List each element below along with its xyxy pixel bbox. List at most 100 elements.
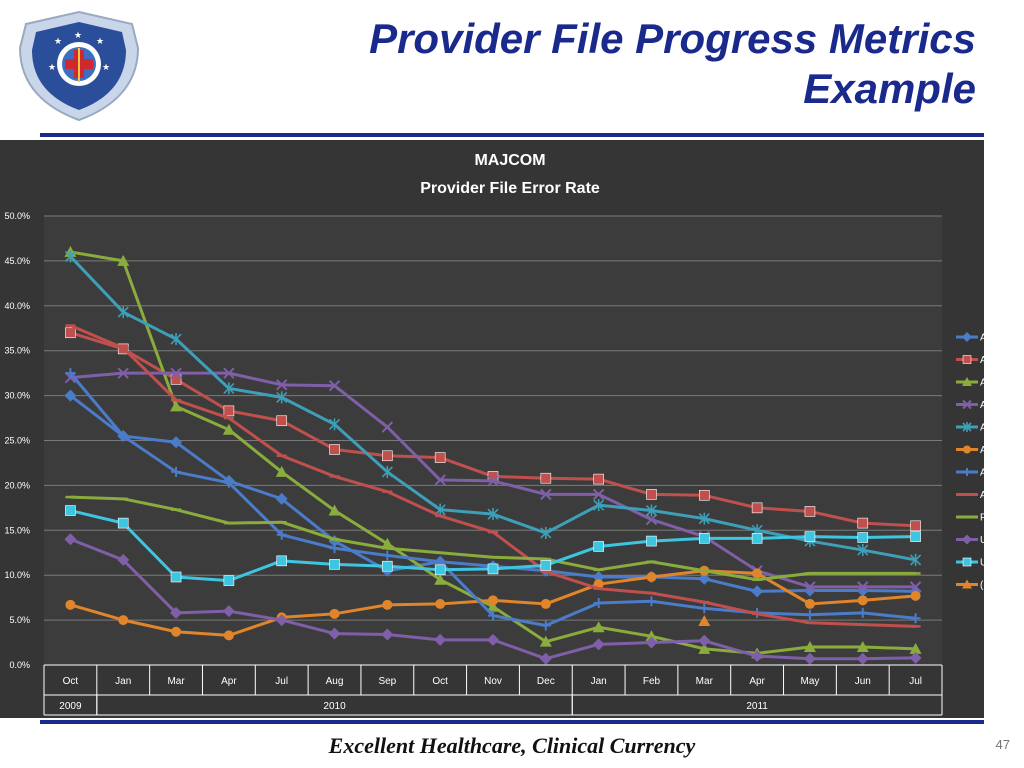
data-point xyxy=(593,473,604,485)
data-point xyxy=(64,533,77,546)
data-point xyxy=(170,436,183,449)
y-tick-label: 15.0% xyxy=(4,525,30,535)
data-point xyxy=(962,557,972,567)
data-point xyxy=(857,517,869,529)
bottom-divider xyxy=(40,720,984,724)
data-point xyxy=(275,492,288,505)
x-tick-label: Jan xyxy=(591,676,607,687)
data-point xyxy=(223,477,234,488)
y-tick-label: 0.0% xyxy=(9,660,30,670)
data-point xyxy=(223,367,235,379)
data-point xyxy=(222,605,235,618)
data-point xyxy=(487,475,499,487)
data-point xyxy=(804,531,816,542)
data-point xyxy=(65,505,76,516)
series-amc xyxy=(65,324,921,628)
data-point xyxy=(804,581,816,593)
data-point xyxy=(804,598,815,609)
data-point xyxy=(487,563,499,575)
data-point xyxy=(751,533,763,544)
x-tick-label: Sep xyxy=(378,676,396,687)
slide-title-line2: Example xyxy=(803,65,976,112)
data-point xyxy=(488,610,498,621)
data-point xyxy=(804,506,816,517)
data-point xyxy=(540,488,552,501)
data-point xyxy=(857,607,868,618)
data-point xyxy=(540,526,552,539)
data-point xyxy=(752,568,763,579)
x-tick-label: Oct xyxy=(63,676,79,687)
chart-subtitle: Provider File Error Rate xyxy=(420,180,600,197)
x-tick-label: Nov xyxy=(484,676,502,687)
series-afdw xyxy=(64,245,922,659)
x-tick-label: Aug xyxy=(326,676,344,687)
data-point xyxy=(698,572,711,585)
data-point xyxy=(910,590,921,601)
legend-label: AMC xyxy=(980,490,984,501)
year-label: 2011 xyxy=(746,701,768,712)
top-divider xyxy=(40,133,984,137)
series-usafa xyxy=(64,533,922,665)
data-point xyxy=(539,652,552,665)
svg-text:★: ★ xyxy=(48,62,56,72)
data-point xyxy=(856,652,869,665)
data-point xyxy=(910,531,921,542)
data-point xyxy=(804,609,815,620)
data-point xyxy=(540,472,552,484)
legend-label: AFSPC xyxy=(980,468,984,479)
data-point xyxy=(962,332,972,342)
x-tick-label: Jul xyxy=(275,676,288,687)
x-tick-label: Jun xyxy=(855,676,871,687)
data-point xyxy=(540,598,551,609)
data-point xyxy=(222,423,235,435)
data-point xyxy=(487,600,499,612)
page-number: 47 xyxy=(995,737,1010,752)
slide-title: Provider File Progress Metrics Example xyxy=(369,14,976,114)
data-point xyxy=(487,633,499,646)
data-point xyxy=(803,641,816,653)
data-point xyxy=(698,642,711,654)
data-point xyxy=(65,599,76,610)
y-tick-label: 50.0% xyxy=(4,211,30,221)
data-point xyxy=(64,389,77,402)
data-point xyxy=(962,534,972,545)
data-point xyxy=(276,555,288,567)
slide-title-line1: Provider File Progress Metrics xyxy=(369,15,976,62)
data-point xyxy=(910,613,921,624)
x-tick-label: Apr xyxy=(749,676,765,687)
data-point xyxy=(434,474,446,486)
chart-title: MAJCOM xyxy=(474,152,545,169)
data-point xyxy=(646,571,657,582)
data-point xyxy=(910,553,922,566)
data-point xyxy=(329,444,340,455)
data-point xyxy=(171,466,182,477)
data-point xyxy=(434,573,447,585)
data-point xyxy=(909,642,922,654)
x-tick-label: May xyxy=(800,676,819,687)
data-point xyxy=(381,421,394,433)
svg-text:★: ★ xyxy=(74,30,82,40)
data-point xyxy=(540,560,552,571)
data-point xyxy=(381,465,393,478)
data-point xyxy=(698,614,711,626)
year-label: 2010 xyxy=(323,701,346,712)
data-point xyxy=(488,595,498,606)
data-point xyxy=(381,537,394,549)
data-point xyxy=(857,532,869,543)
data-point xyxy=(962,579,972,589)
data-point xyxy=(593,541,604,552)
data-point xyxy=(117,306,129,319)
data-point xyxy=(64,250,76,263)
data-point xyxy=(329,543,340,554)
series-usafe xyxy=(65,505,921,586)
y-tick-label: 35.0% xyxy=(4,346,30,356)
data-point xyxy=(962,399,972,410)
data-point xyxy=(434,633,447,646)
legend-label: AFGSC xyxy=(980,400,984,411)
data-point xyxy=(117,517,129,529)
data-point xyxy=(276,391,288,404)
data-point xyxy=(117,254,130,266)
legend-label: PACAF xyxy=(980,513,984,524)
data-point xyxy=(118,431,129,442)
data-point xyxy=(382,560,393,572)
